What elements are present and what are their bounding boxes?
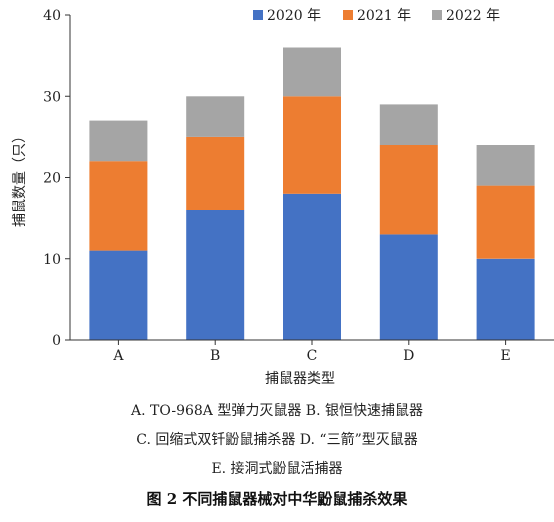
bars-layer — [89, 47, 535, 341]
y-tick-label: 20 — [43, 171, 61, 187]
x-tick-label: C — [307, 348, 318, 364]
x-tick-label: B — [210, 348, 220, 364]
legend-swatch-series-3 — [432, 10, 442, 20]
bar-B-series-2 — [186, 136, 245, 210]
legend-label-series-1: 2020 年 — [267, 8, 321, 24]
axes-layer: 0 10 20 30 40 A B C D E — [43, 8, 554, 364]
bar-D-series-3 — [379, 104, 438, 145]
bar-E-series-3 — [476, 145, 535, 186]
bar-C-series-3 — [283, 47, 341, 97]
y-tick-label: 30 — [43, 89, 61, 105]
caption-line-2: C. 回缩式双钎鼢鼠捕杀器 D. “三箭”型灭鼠器 — [136, 432, 418, 448]
bar-A-series-1 — [89, 250, 148, 340]
legend-label-series-3: 2022 年 — [446, 8, 500, 24]
legend: 2020 年 2021 年 2022 年 — [253, 8, 500, 24]
bar-C-series-2 — [283, 96, 341, 194]
caption-line-3: E. 接洞式鼢鼠活捕器 — [211, 461, 343, 477]
y-axis-title: 捕鼠数量（只） — [12, 129, 28, 227]
legend-label-series-2: 2021 年 — [357, 8, 411, 24]
figure-title: 图 2 不同捕鼠器械对中华鼢鼠捕杀效果 — [146, 490, 408, 508]
bar-D-series-2 — [379, 145, 438, 235]
y-tick-label: 10 — [43, 252, 61, 268]
legend-swatch-series-2 — [343, 10, 353, 20]
y-tick-label: 0 — [52, 333, 61, 349]
bar-A-series-2 — [89, 161, 148, 251]
bar-D-series-1 — [379, 234, 438, 340]
bar-B-series-1 — [186, 210, 245, 340]
caption-line-1: A. TO-968A 型弹力灭鼠器 B. 银恒快速捕鼠器 — [131, 403, 423, 419]
y-tick-label: 40 — [43, 8, 61, 24]
legend-swatch-series-1 — [253, 10, 263, 20]
bar-E-series-1 — [476, 258, 535, 341]
x-axis-title: 捕鼠器类型 — [265, 371, 335, 387]
x-tick-label: A — [112, 348, 124, 364]
bar-C-series-1 — [283, 193, 341, 341]
x-tick-label: D — [403, 348, 414, 364]
x-tick-label: E — [500, 348, 510, 364]
bar-A-series-3 — [89, 120, 148, 162]
bar-E-series-2 — [476, 185, 535, 259]
bar-B-series-3 — [186, 96, 245, 137]
